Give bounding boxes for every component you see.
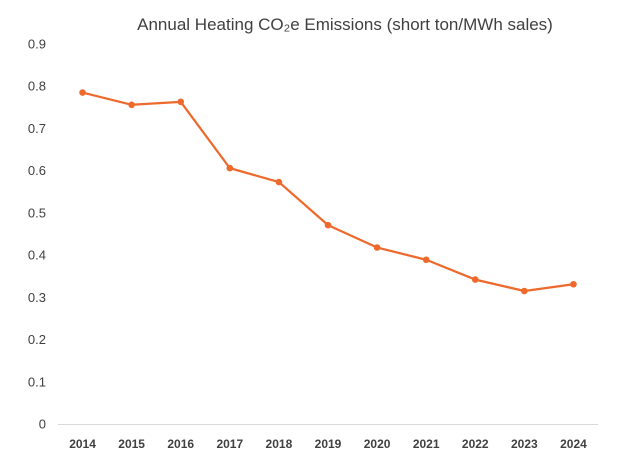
- x-tick-label: 2024: [560, 437, 587, 451]
- x-tick-label: 2022: [462, 437, 489, 451]
- data-point: [570, 280, 577, 288]
- y-tick-label: 0.1: [28, 374, 46, 389]
- x-tick-label: 2015: [118, 437, 145, 451]
- y-tick-label: 0: [39, 417, 46, 432]
- data-point: [422, 256, 430, 264]
- y-tick-label: 0.3: [28, 290, 46, 305]
- y-tick-label: 0.5: [28, 205, 46, 220]
- x-tick-label: 2021: [413, 437, 440, 451]
- chart-title: Annual Heating CO₂e Emissions (short ton…: [137, 15, 553, 34]
- data-point: [226, 164, 234, 172]
- x-tick-label: 2016: [167, 437, 194, 451]
- x-tick-label: 2014: [69, 437, 96, 451]
- series-line: [82, 91, 574, 293]
- y-tick-label: 0.8: [28, 79, 46, 94]
- data-point: [275, 178, 283, 186]
- y-tick-label: 0.6: [28, 163, 46, 178]
- data-point: [373, 244, 381, 251]
- data-point: [128, 101, 135, 109]
- y-tick-label: 0.4: [28, 248, 46, 263]
- x-tick-label: 2018: [266, 437, 293, 451]
- y-tick-label: 0.2: [28, 332, 46, 347]
- x-tick-label: 2020: [364, 437, 391, 451]
- data-point: [177, 98, 185, 106]
- data-point: [79, 89, 86, 96]
- data-point: [324, 221, 332, 229]
- y-tick-label: 0.9: [28, 37, 46, 52]
- x-axis-tick-labels: 2014 2015 2016 2017 2018 2019 2020 2021 2022 2023…: [69, 437, 587, 451]
- data-point: [521, 287, 528, 295]
- series-points: [79, 89, 577, 295]
- y-axis-tick-labels: 0 0.1 0.2 0.3 0.4 0.5 0.6 0.7 0.8 0.9: [28, 37, 46, 432]
- x-tick-label: 2019: [315, 437, 342, 451]
- y-tick-label: 0.7: [28, 121, 46, 136]
- data-point: [471, 276, 479, 283]
- x-tick-label: 2023: [511, 437, 538, 451]
- x-tick-label: 2017: [216, 437, 243, 451]
